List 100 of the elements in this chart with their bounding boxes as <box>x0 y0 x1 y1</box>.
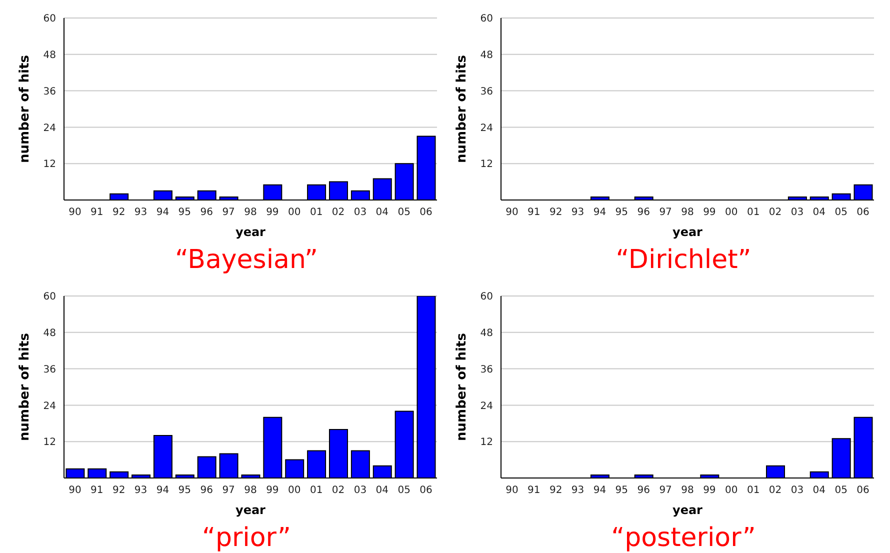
x-tick-label: 03 <box>790 207 804 218</box>
y-tick-label: 12 <box>480 437 493 448</box>
text: “prior” <box>200 522 292 553</box>
x-tick-label: 00 <box>725 207 738 218</box>
x-tick-label: 96 <box>637 485 650 496</box>
x-tick-label: 93 <box>134 207 148 218</box>
x-tick-label: 02 <box>768 485 782 496</box>
x-tick-label: 93 <box>134 485 148 496</box>
y-axis-title: number of hits <box>454 332 470 441</box>
y-tick-label: 24 <box>43 400 56 412</box>
y-tick-label: 48 <box>480 50 493 61</box>
x-tick-label: 97 <box>659 207 672 218</box>
y-tick-label: 48 <box>480 328 493 339</box>
x-tick-label: 01 <box>746 207 760 218</box>
x-tick-label: 02 <box>768 207 782 218</box>
y-tick-label: 24 <box>43 122 56 134</box>
x-tick-label: 95 <box>615 485 628 496</box>
x-tick-label: 99 <box>266 485 279 496</box>
text: “Bayesian” <box>174 244 320 276</box>
x-tick-label: 93 <box>571 207 584 218</box>
x-tick-label: 90 <box>506 207 518 218</box>
x-tick-label: 00 <box>288 207 301 218</box>
x-tick-label: 06 <box>420 485 432 496</box>
x-tick-label: 03 <box>354 485 367 496</box>
y-tick-label: 12 <box>480 159 493 170</box>
text: “Dirichlet” <box>614 244 752 276</box>
x-tick-label: 94 <box>593 485 606 496</box>
x-tick-label: 05 <box>834 485 848 496</box>
x-tick-label: 93 <box>571 485 584 496</box>
y-tick-label: 24 <box>480 122 493 134</box>
x-tick-label: 91 <box>528 485 540 496</box>
x-tick-label: 99 <box>703 207 716 218</box>
x-tick-label: 04 <box>812 207 826 218</box>
x-tick-label: 98 <box>244 485 257 496</box>
y-tick-label: 36 <box>480 364 493 376</box>
x-tick-label: 06 <box>420 207 432 218</box>
y-tick-label: 12 <box>43 159 56 170</box>
x-tick-label: 92 <box>549 485 562 496</box>
x-tick-label: 04 <box>812 485 826 496</box>
x-tick-label: 92 <box>549 207 562 218</box>
x-tick-label: 95 <box>178 485 192 496</box>
y-tick-label: 36 <box>43 86 56 98</box>
x-tick-label: 95 <box>615 207 628 218</box>
x-tick-label: 90 <box>68 485 82 496</box>
x-tick-label: 06 <box>856 485 870 496</box>
y-tick-label: 48 <box>43 50 56 61</box>
x-axis-title: year <box>672 225 703 239</box>
x-tick-label: 00 <box>725 485 738 496</box>
y-axis-title: number of hits <box>18 332 33 441</box>
y-tick-label: 60 <box>480 14 493 25</box>
x-tick-label: 02 <box>332 207 345 218</box>
y-tick-label: 48 <box>43 328 56 339</box>
x-tick-label: 96 <box>200 207 213 218</box>
x-tick-label: 04 <box>376 207 389 218</box>
x-tick-label: 92 <box>112 207 126 218</box>
x-tick-label: 01 <box>310 207 323 218</box>
x-tick-label: 94 <box>156 207 170 218</box>
x-tick-label: 96 <box>200 485 213 496</box>
x-tick-label: 91 <box>528 207 540 218</box>
x-tick-label: 98 <box>244 207 257 218</box>
x-tick-label: 04 <box>376 485 389 496</box>
x-tick-label: 98 <box>681 485 694 496</box>
y-tick-label: 36 <box>480 86 493 98</box>
x-tick-label: 02 <box>332 485 345 496</box>
y-tick-label: 60 <box>43 292 56 303</box>
y-axis-title: number of hits <box>454 54 470 163</box>
x-tick-label: 97 <box>222 485 235 496</box>
x-tick-label: 01 <box>746 485 760 496</box>
x-tick-label: 96 <box>637 207 650 218</box>
x-tick-label: 06 <box>856 207 870 218</box>
x-tick-label: 05 <box>398 207 410 218</box>
x-axis-title: year <box>672 503 703 517</box>
x-tick-label: 94 <box>156 485 170 496</box>
x-tick-label: 00 <box>288 485 301 496</box>
y-tick-label: 60 <box>480 292 493 303</box>
y-tick-label: 12 <box>43 437 56 448</box>
x-axis-title: year <box>236 503 266 517</box>
x-tick-label: 95 <box>178 207 192 218</box>
x-tick-label: 91 <box>90 485 104 496</box>
x-axis-title: year <box>236 225 266 239</box>
x-tick-label: 99 <box>703 485 716 496</box>
x-tick-label: 01 <box>310 485 323 496</box>
x-tick-label: 94 <box>593 207 606 218</box>
y-tick-label: 60 <box>43 14 56 25</box>
text: “posterior” <box>610 522 757 553</box>
y-axis-title: number of hits <box>18 54 33 163</box>
x-tick-label: 92 <box>112 485 126 496</box>
x-tick-label: 99 <box>266 207 279 218</box>
x-tick-label: 05 <box>834 207 848 218</box>
x-tick-label: 97 <box>222 207 235 218</box>
x-tick-label: 91 <box>90 207 104 218</box>
y-tick-label: 24 <box>480 400 493 412</box>
x-tick-label: 03 <box>790 485 804 496</box>
x-tick-label: 05 <box>398 485 410 496</box>
x-tick-label: 98 <box>681 207 694 218</box>
x-tick-label: 03 <box>354 207 367 218</box>
y-tick-label: 36 <box>43 364 56 376</box>
x-tick-label: 90 <box>506 485 518 496</box>
x-tick-label: 90 <box>68 207 82 218</box>
x-tick-label: 97 <box>659 485 672 496</box>
